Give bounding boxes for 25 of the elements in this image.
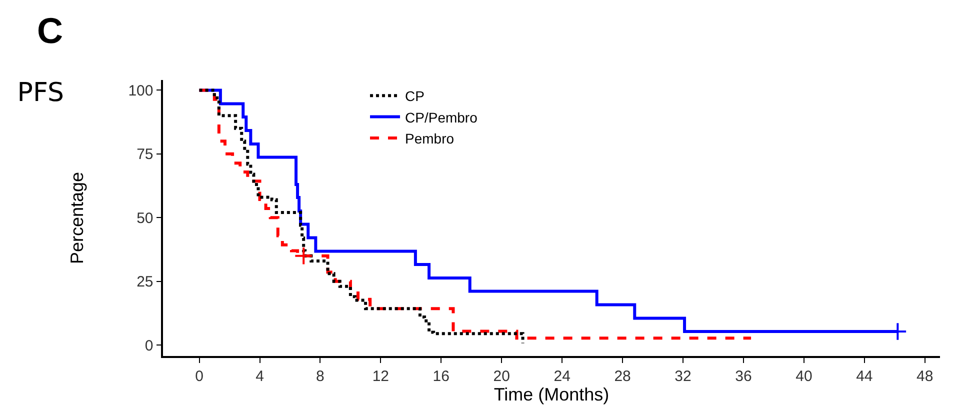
x-tick-label: 40 — [796, 368, 812, 385]
chart-title: PFS — [17, 78, 64, 108]
text: C — [37, 10, 63, 51]
x-tick-label: 28 — [614, 368, 631, 385]
y-axis-title: Percentage — [66, 172, 87, 264]
x-axis-title: Time (Months) — [494, 384, 610, 405]
x-tick-label: 24 — [554, 368, 570, 385]
y-tick-label: 100 — [128, 82, 154, 100]
y-tick-label: 0 — [144, 337, 154, 354]
legend-label: CP — [405, 88, 424, 104]
x-tick-label: 4 — [256, 368, 264, 385]
y-tick-label: 50 — [136, 210, 154, 227]
x-tick-label: 48 — [916, 368, 934, 385]
y-tick-label: 75 — [136, 146, 154, 164]
y-tick-label: 25 — [136, 274, 154, 291]
x-tick-label: 12 — [372, 368, 390, 385]
x-tick-label: 20 — [493, 368, 510, 385]
x-tick-label: 44 — [856, 368, 873, 385]
legend-label: Pembro — [405, 130, 454, 146]
x-tick-label: 32 — [674, 368, 692, 385]
x-tick-label: 16 — [432, 368, 450, 385]
x-tick-label: 36 — [735, 368, 752, 385]
x-tick-label: 8 — [316, 368, 324, 385]
legend-label: CP/Pembro — [405, 109, 478, 126]
x-tick-label: 0 — [195, 368, 204, 385]
